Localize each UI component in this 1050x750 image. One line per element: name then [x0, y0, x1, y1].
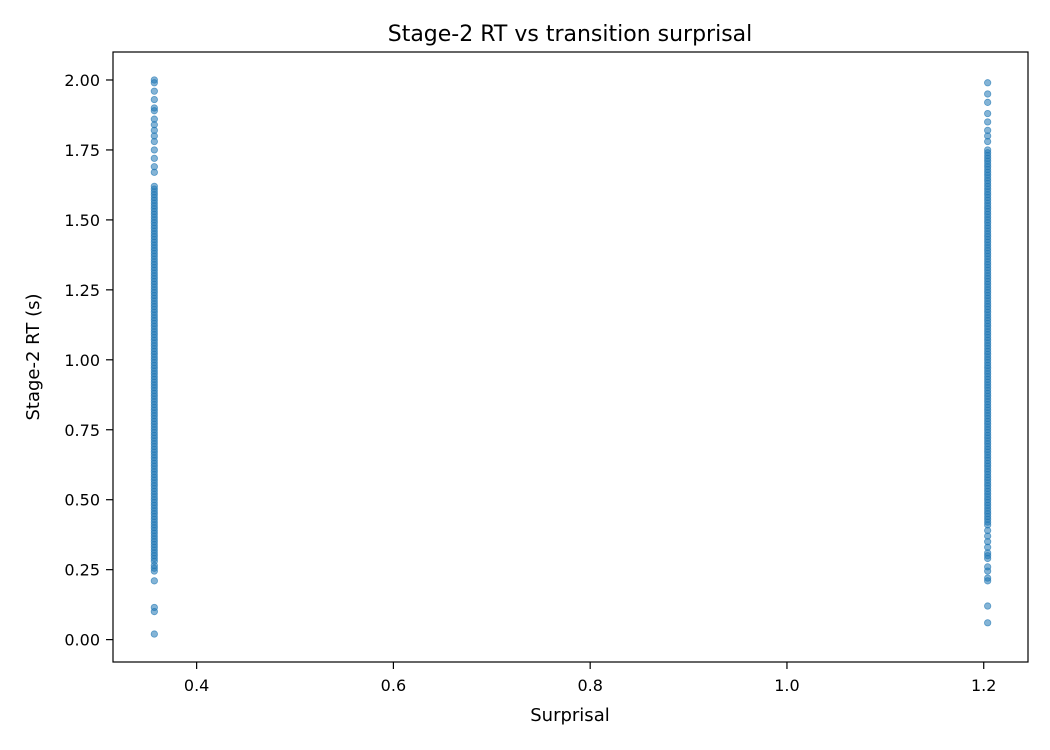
scatter-point [150, 104, 158, 112]
scatter-point [984, 563, 992, 571]
y-tick-label: 1.50 [64, 211, 100, 230]
x-axis-ticks: 0.4 0.6 0.8 1.0 1.2 [184, 662, 996, 695]
y-tick-label: 1.75 [64, 141, 100, 160]
scatter-point [150, 577, 158, 585]
scatter-point [150, 95, 158, 104]
scatter-point [984, 126, 992, 134]
scatter-point [984, 90, 992, 98]
x-axis-label: Surprisal [530, 705, 609, 726]
scatter-point [150, 603, 158, 612]
scatter-point [150, 115, 158, 123]
y-tick-label: 0.50 [64, 491, 100, 510]
y-tick-label: 2.00 [64, 71, 100, 90]
scatter-point [984, 98, 992, 106]
scatter-point [984, 602, 992, 610]
plot-area-frame [112, 51, 1029, 663]
y-axis-ticks: 0.00 0.25 0.50 0.75 1.00 1.25 1.50 1.75 2.00 [64, 71, 113, 650]
scatter-point [150, 182, 158, 190]
plot-points [150, 76, 992, 638]
scatter-point [150, 146, 158, 154]
scatter-point [984, 146, 992, 154]
y-axis-label: Stage-2 RT (s) [23, 293, 44, 420]
scatter-point [150, 630, 158, 638]
y-tick-label: 1.00 [64, 351, 100, 370]
scatter-point [984, 619, 992, 627]
y-tick-label: 0.00 [64, 631, 100, 650]
scatter-point [984, 118, 992, 126]
chart-title: Stage-2 RT vs transition surprisal [388, 22, 753, 47]
scatter-point [984, 109, 992, 118]
x-tick-label: 1.0 [774, 676, 799, 695]
scatter-point [984, 574, 992, 582]
scatter-point [150, 87, 158, 95]
x-tick-label: 1.2 [971, 676, 996, 695]
scatter-point [150, 163, 158, 171]
y-tick-label: 0.75 [64, 421, 100, 440]
scatter-point [150, 76, 158, 84]
y-tick-label: 1.25 [64, 281, 100, 300]
y-tick-label: 0.25 [64, 561, 100, 580]
x-tick-label: 0.8 [577, 676, 602, 695]
x-tick-label: 0.4 [184, 676, 209, 695]
x-tick-label: 0.6 [381, 676, 406, 695]
scatter-point [150, 154, 158, 162]
scatter-point [984, 79, 992, 87]
